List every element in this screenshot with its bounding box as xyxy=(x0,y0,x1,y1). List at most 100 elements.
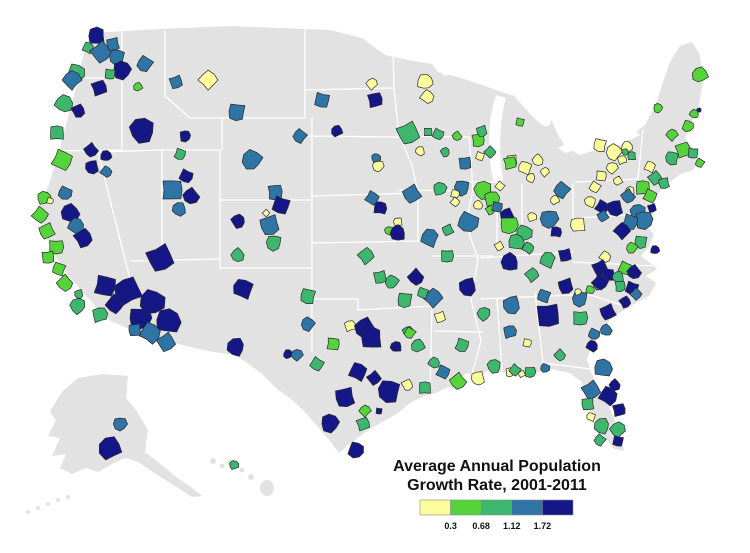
metro-area-patch xyxy=(61,70,83,91)
metro-area-patch xyxy=(133,81,144,92)
metro-area-patch xyxy=(569,217,586,232)
metro-area-patch xyxy=(588,180,602,194)
legend-swatch-5 xyxy=(542,499,574,516)
metro-area-patch xyxy=(67,217,84,236)
great-lakes-water xyxy=(430,60,640,184)
metro-area-patch xyxy=(364,190,380,206)
metro-area-patch xyxy=(49,240,65,255)
metro-area-patch xyxy=(605,143,624,162)
metro-area-patch xyxy=(389,341,402,352)
metro-area-patch xyxy=(451,130,463,141)
metro-area-patch xyxy=(104,68,116,80)
metro-area-patch xyxy=(419,381,431,394)
metro-area-patch xyxy=(173,147,186,160)
metro-area-patch xyxy=(411,338,426,353)
metro-area-patch xyxy=(393,217,403,226)
metro-area-patch xyxy=(401,183,423,204)
metro-area-patch xyxy=(171,202,186,217)
metro-area-patch xyxy=(38,222,56,240)
state-border-line xyxy=(429,305,433,396)
metro-area-patch xyxy=(377,380,401,403)
metro-area-patch xyxy=(300,316,316,332)
metro-area-patch xyxy=(457,210,480,232)
alaska-landmass xyxy=(48,374,202,497)
metro-area-patch xyxy=(53,94,74,113)
metro-area-patch xyxy=(617,155,627,165)
metro-area-patch xyxy=(448,371,468,390)
metro-area-patch xyxy=(358,404,372,418)
metro-area-patch xyxy=(612,175,624,186)
metro-area-patch xyxy=(539,210,560,229)
metro-area-patch xyxy=(647,203,657,213)
state-border-line xyxy=(637,129,644,179)
metro-area-patch xyxy=(537,288,552,304)
metro-area-patch xyxy=(494,180,506,192)
metro-area-patch xyxy=(557,277,574,294)
state-border-line xyxy=(399,136,419,242)
metro-area-patch xyxy=(612,403,626,417)
metro-area-patch xyxy=(599,303,617,321)
metro-area-patch xyxy=(41,250,55,264)
state-border-line xyxy=(311,240,422,244)
metro-area-patch xyxy=(403,326,417,339)
metro-area-patch xyxy=(635,211,654,230)
metro-area-patch xyxy=(155,331,176,353)
metro-area-patch xyxy=(681,120,694,133)
metro-area-patch xyxy=(335,386,356,408)
metro-area-patch xyxy=(321,413,340,434)
metro-area-patch xyxy=(634,235,648,249)
metro-area-patch xyxy=(106,37,120,51)
metro-area-patch xyxy=(590,272,609,291)
state-border-line xyxy=(572,261,653,267)
metro-area-patch xyxy=(691,66,709,83)
metro-area-patch xyxy=(420,228,439,248)
metro-area-patch xyxy=(486,359,501,374)
state-border-line xyxy=(164,30,191,119)
metro-area-patch xyxy=(375,407,383,415)
metro-area-patch xyxy=(476,124,488,137)
state-border-line xyxy=(480,294,574,300)
legend-title-line2: Growth Rate, 2001-2011 xyxy=(407,477,587,494)
metro-area-patch xyxy=(433,182,448,196)
metro-area-patch xyxy=(229,460,239,470)
metro-area-patch xyxy=(427,356,440,369)
metro-area-patch xyxy=(373,201,388,215)
metro-area-patch xyxy=(612,435,624,447)
metro-area-patch xyxy=(348,362,368,382)
metro-area-patch xyxy=(292,128,308,144)
metro-area-patch xyxy=(518,161,533,176)
metro-area-patch xyxy=(508,233,525,250)
metro-area-patch xyxy=(450,189,460,199)
metro-area-patch xyxy=(621,148,629,156)
metro-area-patch xyxy=(178,168,194,184)
metro-area-patch xyxy=(473,199,484,210)
metro-area-patch xyxy=(688,108,699,119)
metro-area-patch xyxy=(400,378,413,391)
metro-area-patch xyxy=(594,358,613,377)
metro-area-patch xyxy=(614,280,626,293)
metro-area-patch xyxy=(433,310,446,323)
metro-area-patch xyxy=(658,177,670,189)
metro-area-patch xyxy=(503,325,517,339)
metro-area-patch xyxy=(344,320,357,333)
metro-area-patch xyxy=(366,370,382,386)
metro-area-patch xyxy=(241,149,264,170)
metro-area-patch xyxy=(314,92,330,108)
metro-area-patch xyxy=(627,151,636,161)
state-border-line xyxy=(304,135,401,138)
metro-area-patch xyxy=(600,323,613,336)
state-border-line xyxy=(542,362,592,370)
metro-area-patch xyxy=(550,195,561,206)
state-border-line xyxy=(130,258,221,262)
metro-area-patch xyxy=(587,327,601,340)
metro-area-patch xyxy=(347,441,364,459)
metro-area-patch xyxy=(586,412,596,422)
metro-area-patch xyxy=(605,162,619,175)
metro-area-patch xyxy=(441,223,455,237)
metro-area-patch xyxy=(694,157,706,168)
metro-area-patch xyxy=(415,146,425,157)
metro-area-patch xyxy=(476,307,491,322)
metro-area-patch xyxy=(395,120,421,145)
metro-area-patch xyxy=(522,338,532,348)
